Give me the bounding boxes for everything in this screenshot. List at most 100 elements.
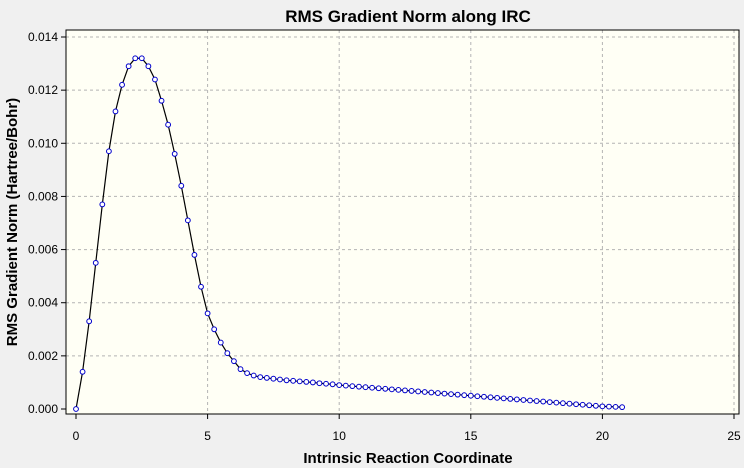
data-point xyxy=(494,394,501,401)
plot-frame xyxy=(65,29,740,415)
data-point xyxy=(73,406,79,412)
data-point xyxy=(573,401,579,408)
x-tick-label: 5 xyxy=(204,429,211,443)
data-point xyxy=(408,388,415,394)
data-point xyxy=(533,398,540,404)
data-point xyxy=(138,55,145,62)
data-point xyxy=(356,383,362,390)
data-point xyxy=(106,148,112,155)
data-point xyxy=(316,380,323,387)
data-point xyxy=(435,390,441,396)
data-point xyxy=(79,368,86,375)
data-point xyxy=(474,393,481,400)
x-ticks: 0 5 10 15 20 25 xyxy=(73,414,741,443)
y-tick-label: 0.004 xyxy=(28,296,58,310)
data-point xyxy=(428,389,435,396)
data-point xyxy=(112,108,119,115)
data-point xyxy=(540,398,547,405)
data-point xyxy=(158,97,165,104)
data-point xyxy=(231,358,237,365)
data-point xyxy=(277,376,283,383)
x-tick-label: 25 xyxy=(727,429,741,443)
y-tick-label: 0.002 xyxy=(28,349,58,363)
data-point xyxy=(204,310,211,317)
data-point xyxy=(454,391,461,398)
data-point xyxy=(165,121,172,128)
data-point xyxy=(283,377,290,384)
y-tick-label: 0.000 xyxy=(28,402,58,416)
data-point xyxy=(342,382,349,389)
data-point xyxy=(369,384,376,391)
data-point xyxy=(237,366,244,373)
x-tick-label: 0 xyxy=(73,429,80,443)
y-tick-label: 0.014 xyxy=(28,30,58,44)
y-tick-label: 0.006 xyxy=(28,243,58,257)
data-point xyxy=(211,326,218,333)
data-point xyxy=(309,379,316,386)
data-point xyxy=(592,402,599,409)
data-point xyxy=(586,402,593,409)
data-point xyxy=(152,76,158,83)
data-point xyxy=(612,403,619,410)
data-point xyxy=(619,404,626,411)
data-point xyxy=(599,403,606,410)
data-point xyxy=(92,259,99,266)
data-point xyxy=(349,383,356,390)
data-point xyxy=(296,378,303,385)
data-point xyxy=(395,386,402,393)
data-point xyxy=(250,372,257,379)
data-point xyxy=(178,182,185,189)
data-point xyxy=(560,400,566,407)
data-point xyxy=(132,55,139,62)
grid xyxy=(66,30,739,414)
data-point xyxy=(402,387,408,394)
series xyxy=(73,55,626,412)
data-point xyxy=(270,375,277,382)
plot-area xyxy=(66,30,739,414)
data-point xyxy=(520,397,527,403)
data-point xyxy=(86,318,93,325)
data-point xyxy=(263,375,270,381)
data-point xyxy=(527,397,533,404)
chart-title: RMS Gradient Norm along IRC xyxy=(285,7,531,26)
data-point xyxy=(145,63,152,70)
data-point xyxy=(606,403,612,410)
data-point xyxy=(467,392,474,399)
data-point xyxy=(184,217,191,224)
x-axis-label: Intrinsic Reaction Coordinate xyxy=(303,450,512,467)
x-tick-label: 15 xyxy=(464,429,478,443)
data-point xyxy=(579,401,586,408)
data-point xyxy=(336,382,343,388)
y-tick-label: 0.010 xyxy=(28,136,58,150)
data-point xyxy=(500,395,507,402)
data-point xyxy=(303,379,310,385)
data-point xyxy=(481,393,487,400)
x-tick-label: 20 xyxy=(596,429,610,443)
data-point xyxy=(461,392,468,399)
y-tick-label: 0.008 xyxy=(28,189,58,203)
data-point xyxy=(323,380,329,387)
data-point xyxy=(421,389,428,395)
data-point xyxy=(99,201,106,208)
data-point xyxy=(224,350,231,357)
data-point xyxy=(382,385,389,392)
data-point xyxy=(171,151,178,157)
data-point xyxy=(191,251,198,258)
data-point xyxy=(388,386,395,393)
data-point xyxy=(513,396,520,403)
data-point xyxy=(125,63,132,70)
data-point xyxy=(546,399,553,405)
data-point xyxy=(375,385,382,392)
data-point xyxy=(487,394,494,401)
y-axis-label: RMS Gradient Norm (Hartree/Bohr) xyxy=(4,98,21,346)
data-point xyxy=(217,339,224,346)
data-point xyxy=(415,388,422,395)
data-point xyxy=(441,390,448,397)
data-point xyxy=(290,377,297,384)
y-tick-label: 0.012 xyxy=(28,83,58,97)
data-point xyxy=(362,384,369,391)
data-point xyxy=(257,374,264,381)
data-point xyxy=(119,81,125,88)
